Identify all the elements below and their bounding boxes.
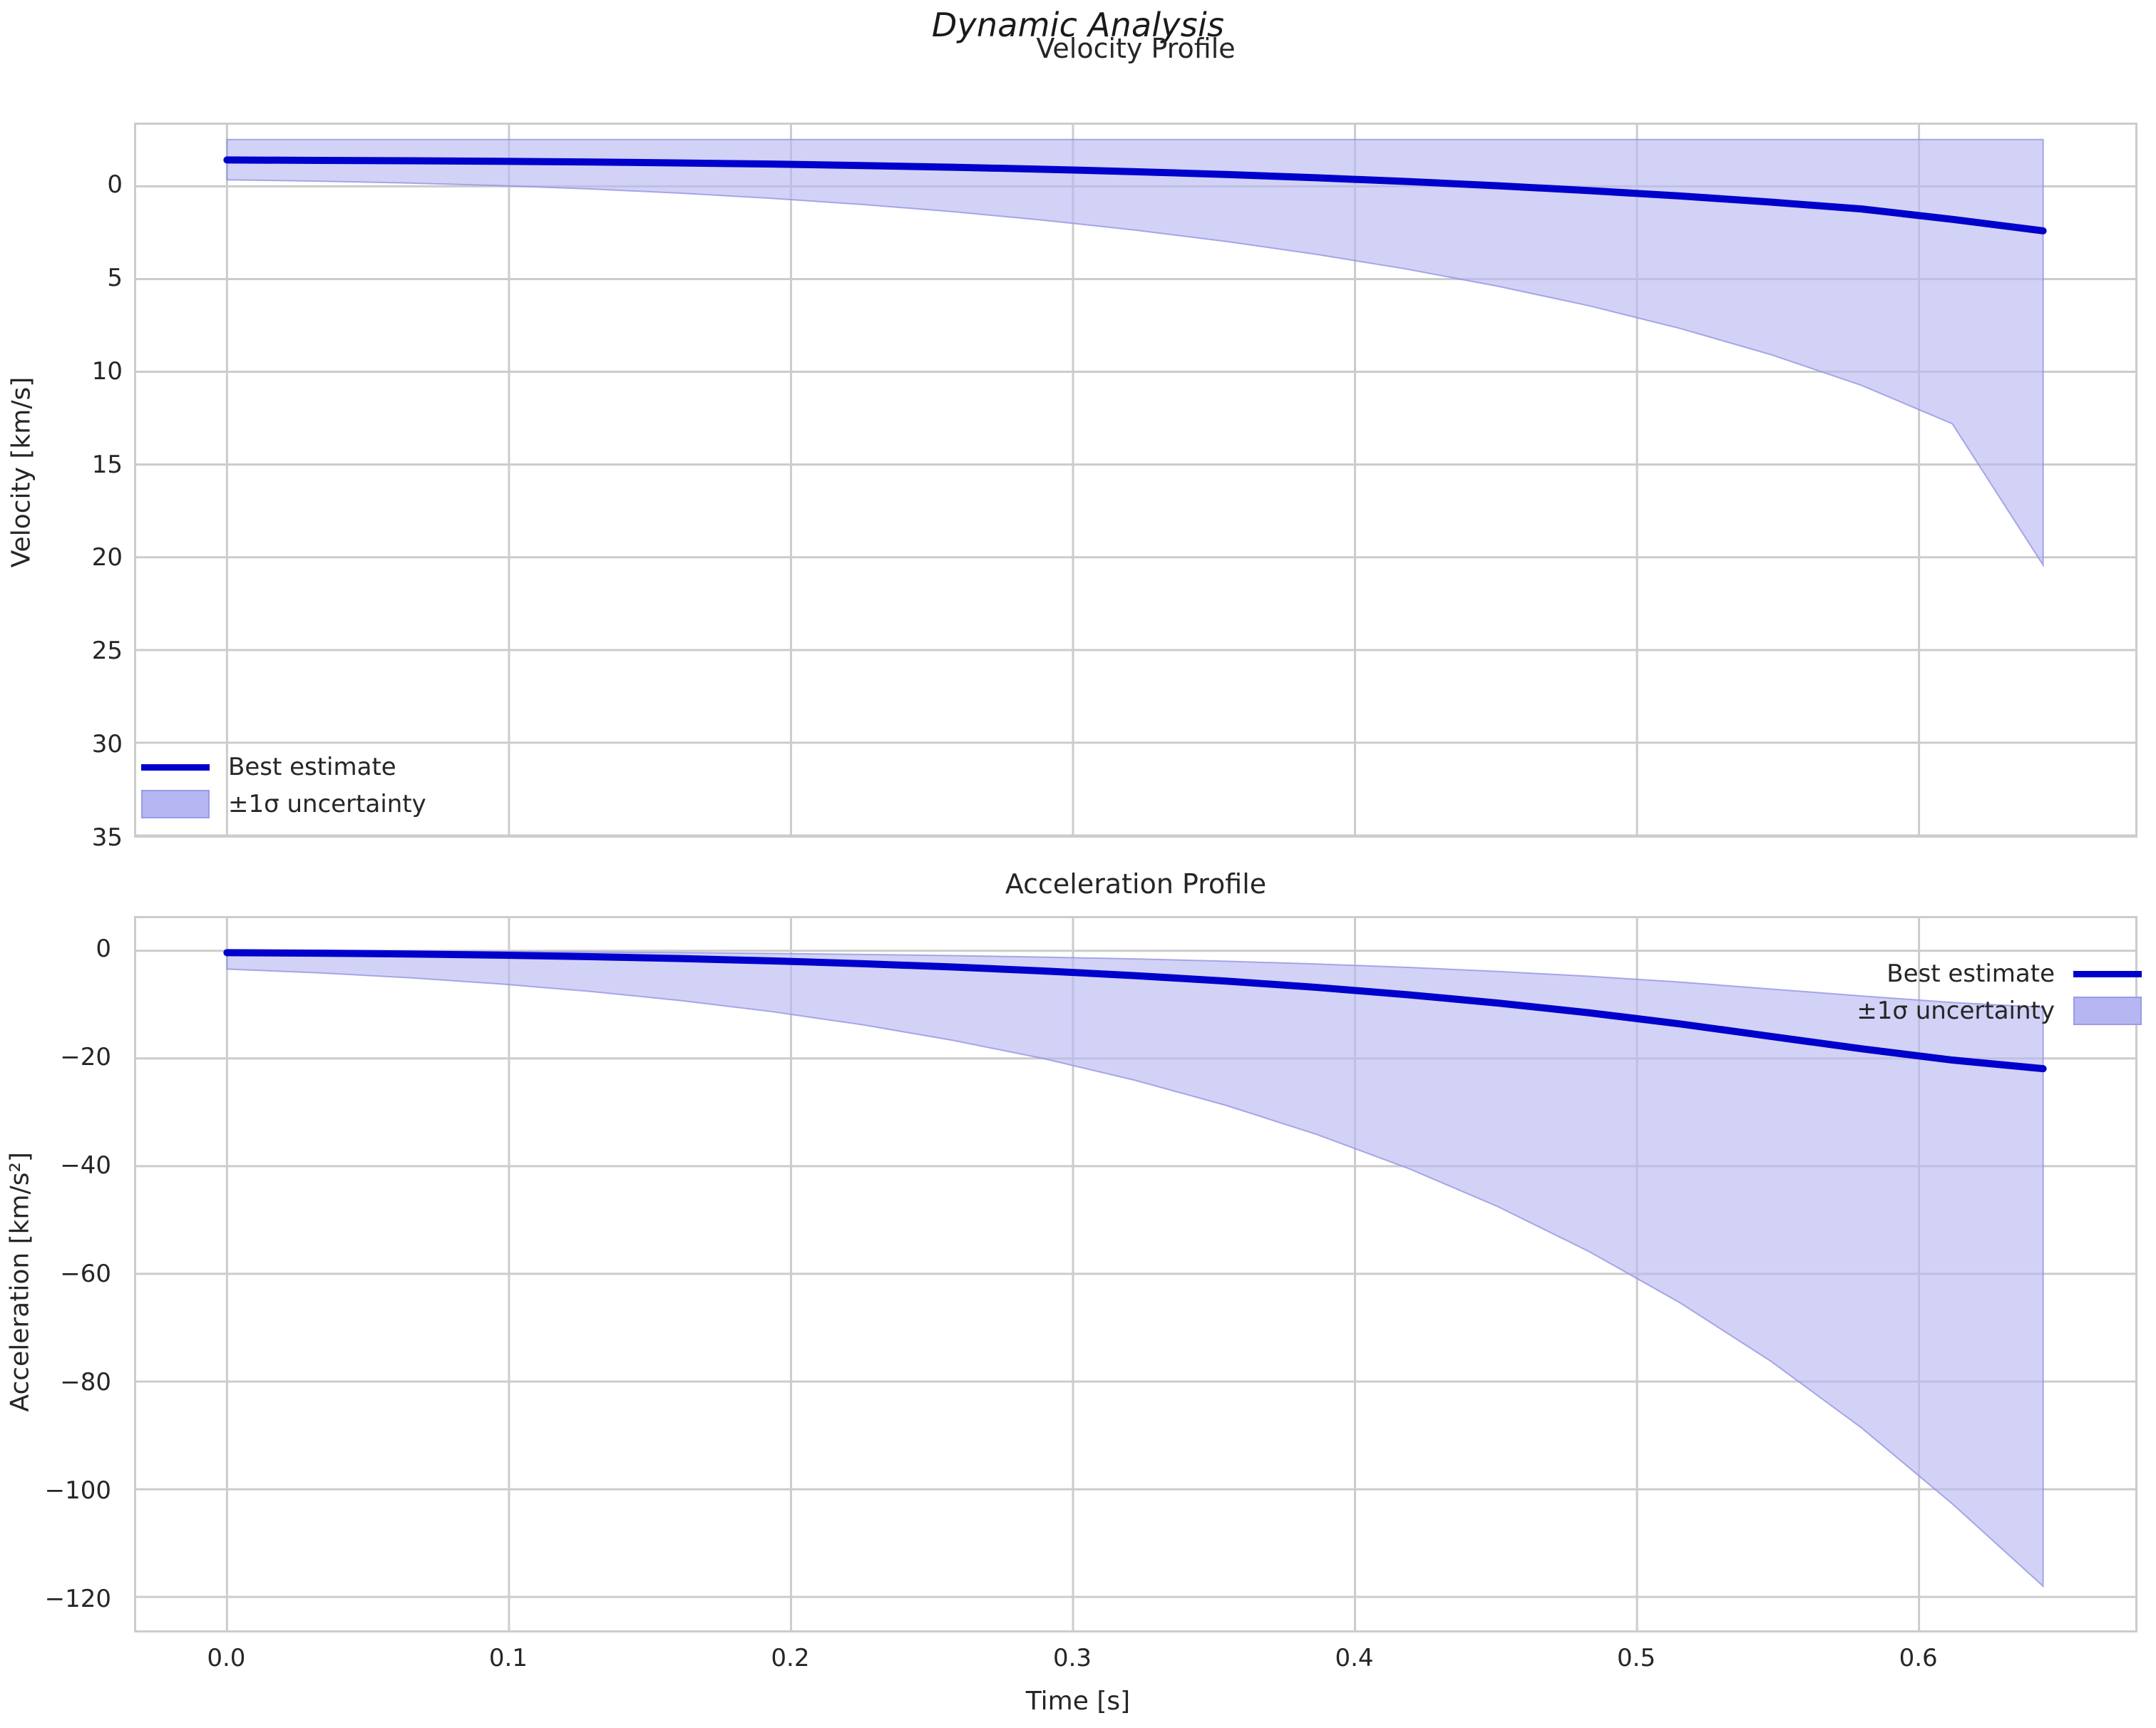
- x-tick-label: 0.4: [1335, 1644, 1374, 1672]
- acceleration-legend: Best estimate ±1σ uncertainty: [1857, 955, 2142, 1029]
- y-tick-label: 35: [91, 823, 123, 852]
- legend-label: ±1σ uncertainty: [228, 790, 426, 818]
- figure-suptitle: Dynamic Analysis: [931, 6, 1225, 44]
- x-tick-label: 0.1: [488, 1644, 528, 1672]
- x-axis-label: Time [s]: [1025, 1687, 1131, 1716]
- x-tick-labels: 0.0 0.1 0.2 0.3 0.4 0.5 0.6: [0, 1644, 2156, 1677]
- y-tick-label: −120: [44, 1584, 111, 1613]
- line-swatch-icon: [141, 763, 210, 771]
- velocity-y-axis-label: Velocity [km/s]: [6, 376, 36, 568]
- y-tick-label: 25: [91, 637, 123, 666]
- acceleration-y-axis-label: Acceleration [km/s²]: [5, 1152, 35, 1412]
- y-tick-label: 30: [91, 730, 123, 759]
- y-tick-label: 20: [91, 543, 123, 572]
- y-tick-label: 0: [96, 934, 111, 963]
- velocity-subplot-title: Velocity Profile: [1036, 33, 1236, 64]
- line-swatch-icon: [2073, 970, 2142, 977]
- legend-item-uncertainty[interactable]: ±1σ uncertainty: [141, 786, 426, 823]
- legend-item-best-estimate[interactable]: Best estimate: [141, 749, 426, 786]
- x-tick-label: 0.2: [771, 1644, 810, 1672]
- y-tick-label: 15: [91, 450, 123, 479]
- legend-label: ±1σ uncertainty: [1857, 997, 2055, 1025]
- x-tick-label: 0.3: [1052, 1644, 1092, 1672]
- x-tick-label: 0.5: [1617, 1644, 1656, 1672]
- legend-label: Best estimate: [228, 753, 396, 781]
- legend-item-uncertainty[interactable]: ±1σ uncertainty: [1857, 992, 2142, 1029]
- velocity-chart-canvas: [136, 125, 2135, 835]
- patch-swatch-icon: [2073, 997, 2142, 1025]
- y-tick-label: 0: [107, 170, 123, 199]
- acceleration-plot-area: [134, 916, 2137, 1632]
- x-tick-label: 0.0: [207, 1644, 246, 1672]
- acceleration-y-tick-labels: 0 −20 −40 −60 −80 −100 −120: [4, 916, 111, 1632]
- velocity-y-tick-labels: 35 30 25 20 15 10 5 0: [16, 123, 123, 852]
- y-tick-label: −100: [44, 1476, 111, 1505]
- patch-swatch-icon: [141, 790, 210, 818]
- y-tick-label: 5: [107, 263, 123, 292]
- acceleration-chart-canvas: [136, 918, 2135, 1630]
- velocity-legend: Best estimate ±1σ uncertainty: [141, 749, 426, 823]
- x-tick-label: 0.6: [1899, 1644, 1938, 1672]
- y-tick-label: −80: [60, 1367, 111, 1397]
- y-tick-label: −40: [60, 1151, 111, 1180]
- y-tick-label: 10: [91, 356, 123, 386]
- velocity-plot-area: [134, 123, 2137, 838]
- y-tick-label: −20: [60, 1042, 111, 1071]
- acceleration-subplot-title: Acceleration Profile: [1005, 868, 1267, 900]
- legend-item-best-estimate[interactable]: Best estimate: [1857, 955, 2142, 992]
- y-tick-label: −60: [60, 1259, 111, 1288]
- legend-label: Best estimate: [1886, 960, 2055, 988]
